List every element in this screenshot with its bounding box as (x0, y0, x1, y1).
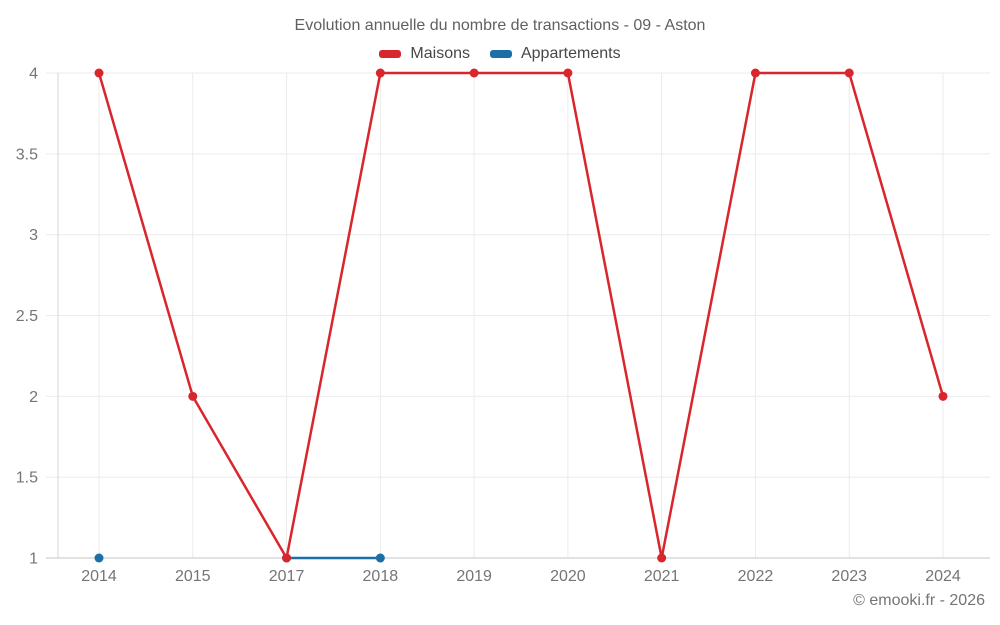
legend-label-maisons: Maisons (410, 45, 470, 62)
appartements-color-swatch (489, 50, 512, 58)
legend-item-maisons[interactable]: Maisons (379, 45, 470, 63)
y-axis-label: 2 (29, 389, 38, 406)
maisons-point-2019[interactable] (469, 68, 479, 78)
maisons-point-2022[interactable] (750, 68, 760, 78)
y-axis-label: 4 (29, 66, 38, 83)
x-axis-label: 2019 (456, 568, 492, 585)
y-axis-label: 1 (29, 551, 38, 568)
x-axis-label: 2014 (81, 568, 117, 585)
y-axis-label: 3.5 (16, 146, 38, 163)
maisons-point-2018[interactable] (375, 68, 385, 78)
x-axis-label: 2024 (925, 568, 961, 585)
maisons-point-2024[interactable] (938, 391, 948, 401)
chart-legend: Maisons Appartements (0, 45, 1000, 63)
copyright-text: © emooki.fr - 2026 (853, 592, 985, 609)
x-axis-label: 2023 (831, 568, 867, 585)
legend-item-appartements[interactable]: Appartements (489, 45, 621, 63)
maisons-point-2020[interactable] (563, 68, 573, 78)
x-axis-label: 2020 (550, 568, 586, 585)
maisons-point-2014[interactable] (94, 68, 104, 78)
y-axis-label: 3 (29, 227, 38, 244)
x-axis-label: 2015 (175, 568, 211, 585)
maisons-line (97, 71, 945, 560)
chart-title: Evolution annuelle du nombre de transact… (294, 17, 706, 34)
maisons-point-2021[interactable] (657, 553, 667, 563)
appartements-point-2014[interactable] (94, 553, 104, 563)
appartements-point-2018[interactable] (375, 553, 385, 563)
x-axis-label: 2021 (644, 568, 680, 585)
maisons-color-swatch (379, 50, 402, 58)
x-axis-label: 2022 (738, 568, 774, 585)
x-axis-label: 2017 (269, 568, 305, 585)
maisons-point-2015[interactable] (188, 391, 198, 401)
maisons-point-2017[interactable] (282, 553, 292, 563)
legend-label-appartements: Appartements (520, 45, 621, 62)
maisons-point-2023[interactable] (844, 68, 854, 78)
x-axis-label: 2018 (363, 568, 399, 585)
y-axis-label: 1.5 (16, 470, 38, 487)
y-axis-label: 2.5 (16, 308, 38, 325)
